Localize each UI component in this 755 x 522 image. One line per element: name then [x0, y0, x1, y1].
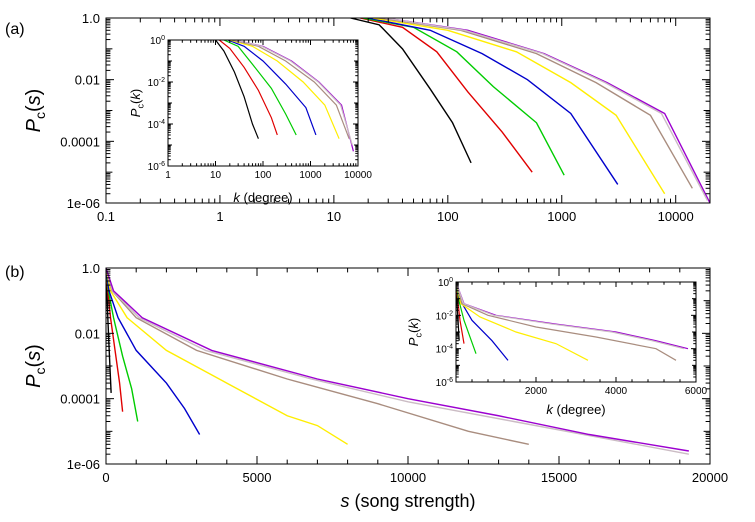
x-tick-label: 10000 [390, 470, 426, 485]
x-tick-label: 6000 [685, 386, 708, 397]
tick-exponent: -4 [447, 344, 453, 351]
y-tick-label: 100 [150, 35, 165, 47]
tick-base: 10 [438, 278, 450, 289]
x-axis-label: s (song strength) [340, 491, 475, 511]
panel-letter-a: (a) [5, 21, 25, 38]
y-tick-label: 0.01 [75, 326, 100, 341]
series-line-7 [234, 40, 353, 146]
series-line-4 [456, 282, 589, 361]
series-line-6 [384, 18, 710, 203]
series-line-4 [229, 40, 340, 139]
tick-exponent: 0 [161, 35, 165, 42]
tick-base: 10 [148, 78, 160, 89]
y-axis-label: Pc(k) [406, 318, 423, 346]
chart-panel-b: 0 5000 10000 15000 200001.00.010.00011e-06Pc… [23, 261, 728, 511]
y-axis-label: Pc(s) [23, 89, 48, 133]
y-tick-label: 10-2 [148, 77, 165, 89]
series-line-0 [215, 40, 259, 139]
series-line-6 [106, 268, 689, 455]
x-axis-label: k (degree) [546, 402, 605, 417]
y-tick-label: 10-4 [148, 119, 165, 131]
x-tick-label: 0.1 [97, 209, 115, 224]
series-line-7 [456, 282, 685, 350]
series-line-3 [368, 18, 619, 185]
series-line-4 [106, 268, 348, 445]
x-tick-label: 4000 [605, 386, 628, 397]
x-tick-label: 1000 [547, 209, 576, 224]
series-line-2 [223, 40, 297, 136]
tick-base: 10 [148, 162, 160, 173]
tick-base: 10 [148, 120, 160, 131]
x-tick-label: 100 [437, 209, 459, 224]
y-tick-label: 10-6 [148, 161, 165, 173]
y-axis-label: Pc(s) [23, 344, 48, 388]
tick-exponent: -4 [159, 119, 165, 126]
y-tick-label: 0.01 [75, 73, 100, 88]
tick-base: 10 [436, 345, 448, 356]
y-tick-label: 0.0001 [60, 392, 100, 407]
series-line-0 [350, 18, 472, 164]
tick-base: 10 [436, 378, 448, 389]
x-tick-label: 10 [210, 170, 222, 181]
tick-exponent: -2 [159, 77, 165, 84]
x-tick-label: 5000 [243, 470, 272, 485]
series-line-2 [362, 18, 565, 176]
series-line-3 [106, 268, 201, 435]
y-tick-label: 10-6 [436, 377, 453, 389]
tick-exponent: -6 [159, 161, 165, 168]
y-tick-label: 100 [438, 277, 453, 289]
series-line-0 [106, 268, 112, 393]
y-tick-label: 10-2 [436, 310, 453, 322]
x-axis-label: k (degree) [233, 190, 292, 205]
tick-exponent: -6 [447, 377, 453, 384]
series-group [456, 282, 689, 361]
y-tick-label: 10-4 [436, 344, 453, 356]
series-line-5 [231, 40, 350, 139]
series-line-5 [456, 282, 677, 361]
x-tick-label: 20000 [692, 470, 728, 485]
tick-exponent: -2 [447, 310, 453, 317]
y-tick-label: 1e-06 [67, 457, 100, 472]
series-line-5 [106, 268, 529, 446]
x-tick-label: 0 [102, 470, 109, 485]
y-tick-label: 1.0 [82, 11, 100, 26]
series-group [215, 40, 354, 152]
y-axis-label: Pc(k) [128, 89, 145, 117]
x-tick-label: 10 [327, 209, 341, 224]
x-tick-label: 10000 [658, 209, 694, 224]
series-line-4 [372, 18, 666, 195]
chart-panel-a: 0.1 1 10 100 1000 100001.00.010.00011e-06Pc(s… [23, 11, 711, 224]
x-tick-label: 10000 [344, 170, 372, 181]
tick-base: 10 [436, 311, 448, 322]
x-tick-label: 1 [165, 170, 171, 181]
x-tick-label: 100 [255, 170, 272, 181]
series-line-7 [384, 18, 709, 201]
series-line-7 [106, 268, 689, 452]
series-line-1 [218, 40, 278, 136]
series-group [350, 18, 710, 203]
tick-exponent: 0 [449, 277, 453, 284]
inset-background [456, 282, 696, 382]
y-tick-label: 1e-06 [67, 196, 100, 211]
inset-background [168, 40, 358, 166]
x-tick-label: 2000 [525, 386, 548, 397]
x-tick-label: 1 [216, 209, 223, 224]
x-tick-label: 1000 [299, 170, 322, 181]
x-tick-label: 15000 [541, 470, 577, 485]
series-line-1 [359, 18, 533, 173]
y-tick-label: 1.0 [82, 261, 100, 276]
panel-letter-b: (b) [5, 264, 25, 281]
y-tick-label: 0.0001 [60, 134, 100, 149]
series-line-3 [227, 40, 317, 136]
tick-base: 10 [150, 36, 162, 47]
